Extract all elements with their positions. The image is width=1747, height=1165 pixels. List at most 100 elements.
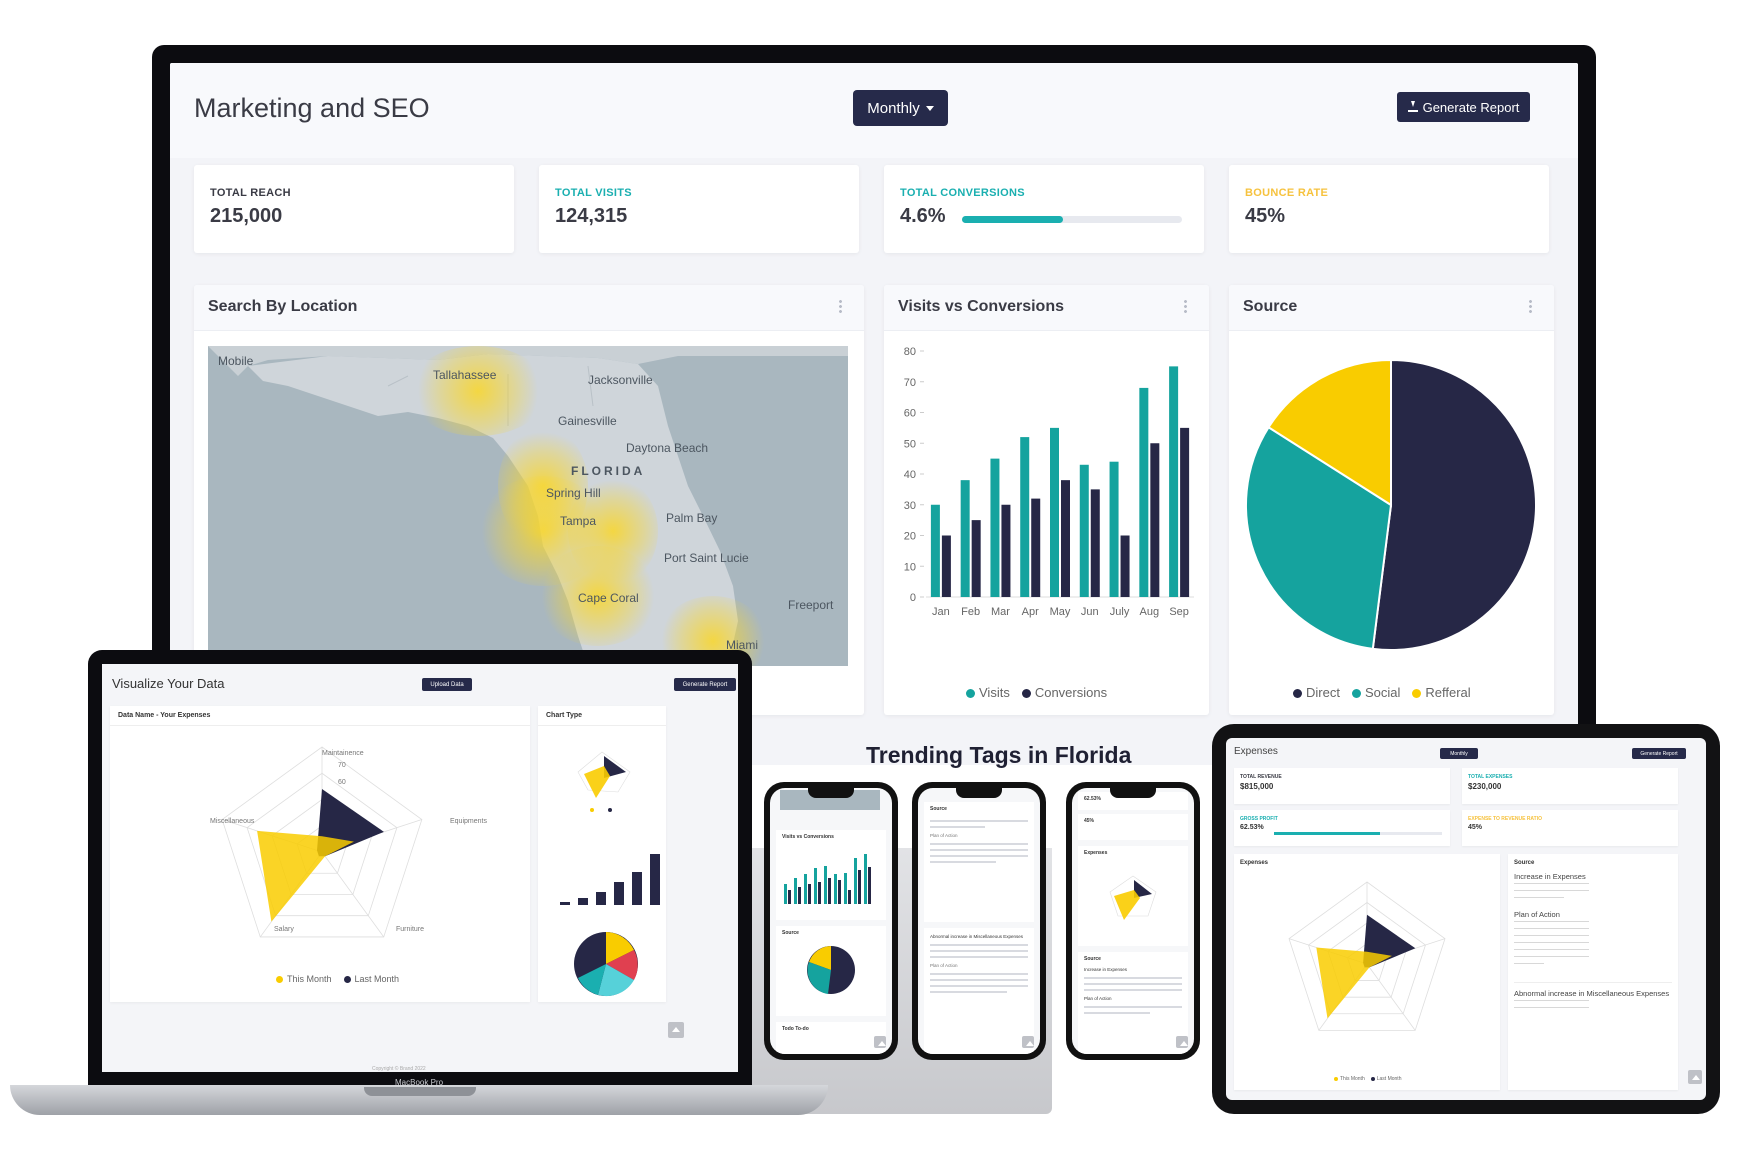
- upload-data-button[interactable]: Upload Data: [422, 678, 472, 691]
- scroll-to-top-button[interactable]: [874, 1036, 886, 1048]
- text-placeholder-line: [930, 861, 996, 863]
- legend-label: Refferal: [1425, 685, 1471, 700]
- phone-kpi-card: 62.53%: [1078, 792, 1188, 810]
- legend-label: This Month: [1340, 1076, 1365, 1082]
- bar-conversions-jun: [1090, 489, 1100, 597]
- card-title: Search By Location: [208, 298, 358, 315]
- map-city-label: Cape Coral: [578, 591, 639, 605]
- x-tick-label: July: [1110, 606, 1130, 618]
- bar-visits-may: [1050, 427, 1059, 597]
- kpi-value: $230,000: [1468, 782, 1502, 791]
- map-city-label: Jacksonville: [588, 373, 653, 387]
- phone-source-text-card: Source Plan of Action: [924, 802, 1034, 922]
- kpi-label: TOTAL REACH: [210, 187, 291, 199]
- block-title: Abnormal increase in Miscellaneous Expen…: [930, 934, 1024, 939]
- x-tick-label: Jun: [1081, 606, 1099, 618]
- text-placeholder-line: [930, 979, 1028, 981]
- tablet-generate-report-button[interactable]: Generate Report: [1632, 748, 1686, 759]
- period-label: Monthly: [1450, 750, 1468, 757]
- legend-dot: [966, 689, 975, 698]
- dashboard-header: Marketing and SEO Monthly Generate Repor…: [170, 63, 1578, 158]
- scroll-to-top-button[interactable]: [668, 1022, 684, 1038]
- tablet-radar-legend: This Month Last Month: [1334, 1076, 1401, 1082]
- block-title: Plan of Action: [930, 833, 958, 838]
- kebab-menu-icon[interactable]: [1529, 299, 1532, 313]
- x-tick-label: Feb: [961, 606, 980, 618]
- legend-label: This Month: [287, 974, 332, 984]
- bar-conversions-aug: [1150, 443, 1160, 597]
- radar-tick-label: 70: [338, 762, 346, 769]
- laptop-generate-report-button[interactable]: Generate Report: [674, 678, 736, 691]
- scroll-to-top-button[interactable]: [1176, 1036, 1188, 1048]
- tablet-page-title: Expenses: [1234, 746, 1278, 757]
- map-city-label: Spring Hill: [546, 486, 601, 500]
- card-title: Expenses: [1084, 850, 1108, 856]
- legend-item-this-month: This Month: [276, 974, 332, 984]
- block-title: Plan of Action: [1514, 910, 1560, 919]
- text-placeholder-line: [930, 991, 1007, 993]
- map-city-label: Port Saint Lucie: [664, 551, 749, 565]
- bar-conversions-apr: [1031, 498, 1041, 597]
- map-city-label: Miami: [726, 638, 758, 652]
- legend-dot: [1293, 689, 1302, 698]
- kpi-label: TOTAL REVENUE: [1240, 774, 1282, 780]
- text-placeholder-line: [930, 843, 1028, 845]
- laptop-screen: Visualize Your Data Upload Data Generate…: [102, 664, 738, 1072]
- legend-dot: [343, 976, 351, 983]
- tablet-source-card: Source Increase in Expenses ————————————…: [1508, 854, 1678, 1090]
- x-tick-label: Apr: [1022, 606, 1039, 618]
- legend-item-refferal: Refferal: [1412, 685, 1471, 700]
- kpi-card-total-reach: TOTAL REACH 215,000: [194, 165, 514, 253]
- laptop-generate-label: Generate Report: [682, 681, 728, 688]
- radar-axis-label: Furniture: [396, 926, 425, 933]
- florida-heat-map[interactable]: Mobile Tallahassee Jacksonville Gainesvi…: [208, 346, 848, 666]
- text-placeholder-line: [930, 855, 1028, 857]
- bar-chart-legend: Visits Conversions: [966, 685, 1107, 700]
- bar-conversions-july: [1120, 535, 1130, 597]
- generate-label: Generate Report: [1640, 750, 1678, 757]
- upload-data-label: Upload Data: [430, 681, 464, 688]
- bar-visits-jan: [930, 504, 940, 597]
- tablet-kpi-total-expenses: TOTAL EXPENSES $230,000: [1462, 768, 1678, 804]
- bar-conversions-jan: [941, 535, 951, 597]
- phone-notch: [808, 788, 854, 798]
- text-placeholder-line: [930, 950, 1028, 952]
- legend-item-social: Social: [1351, 685, 1401, 700]
- phone-1-screen: Visits vs Conversions Source Todo To-do: [770, 788, 892, 1054]
- map-city-label: Mobile: [218, 354, 254, 368]
- text-placeholder: ——————————————— ——————————————— ——————————: [1514, 881, 1589, 901]
- x-tick-label: Aug: [1140, 606, 1160, 618]
- phone-source-card: Source: [776, 926, 886, 1016]
- text-placeholder-line: [1084, 1006, 1182, 1008]
- period-dropdown-button[interactable]: Monthly: [853, 90, 948, 126]
- gross-profit-progress-fill: [1274, 832, 1380, 835]
- text-placeholder-line: [1084, 977, 1182, 979]
- kpi-card-total-visits: TOTAL VISITS 124,315: [539, 165, 859, 253]
- legend-label: Social: [1364, 685, 1401, 700]
- scroll-to-top-button[interactable]: [1022, 1036, 1034, 1048]
- phone-bar-chart: [784, 854, 871, 904]
- text-placeholder-line: [1084, 1012, 1150, 1014]
- block-title: Abnormal increase in Miscellaneous Expen…: [1514, 989, 1670, 998]
- tablet-period-dropdown[interactable]: Monthly: [1440, 748, 1478, 759]
- chart-type-previews[interactable]: [538, 732, 666, 1002]
- map-city-label: Tampa: [560, 514, 597, 528]
- kebab-menu-icon[interactable]: [839, 299, 842, 313]
- scroll-to-top-button[interactable]: [1688, 1070, 1702, 1084]
- text-placeholder-line: [930, 973, 1028, 975]
- card-title: Visits vs Conversions: [782, 834, 834, 840]
- radar-series-this-month: [257, 830, 354, 922]
- gross-profit-progress-bar: [1274, 832, 1442, 835]
- phone-radar-chart: [1109, 875, 1157, 920]
- kebab-menu-icon[interactable]: [1184, 299, 1187, 313]
- generate-report-button[interactable]: Generate Report: [1397, 92, 1530, 122]
- card-title: Source: [782, 930, 799, 936]
- download-icon: [1407, 101, 1418, 112]
- y-tick-label: 20: [904, 531, 916, 543]
- phone-bar-card: Visits vs Conversions: [776, 830, 886, 920]
- radar-axis: [1366, 963, 1416, 1031]
- phone-pie-chart: [807, 946, 855, 994]
- laptop-frame: Visualize Your Data Upload Data Generate…: [88, 650, 752, 1090]
- map-city-label: Daytona Beach: [626, 441, 709, 455]
